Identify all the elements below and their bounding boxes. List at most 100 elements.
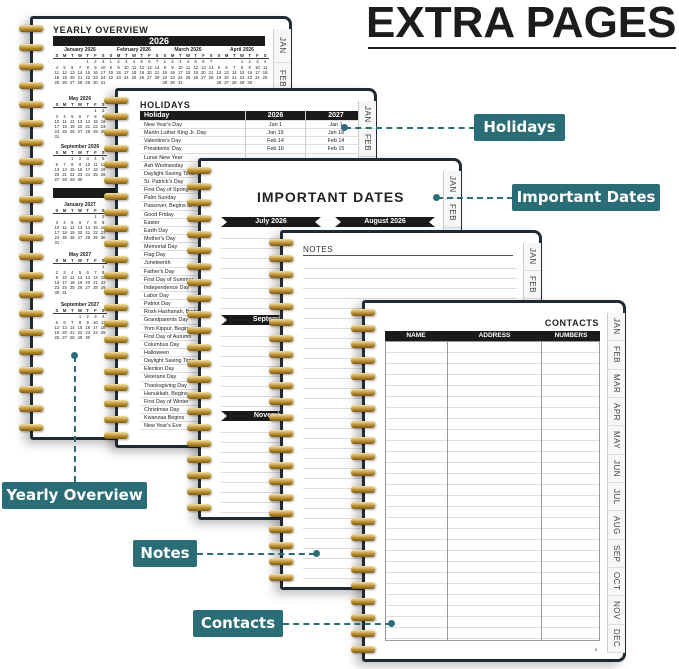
contacts-callout: Contacts [193,610,283,637]
weekday-label: S [101,308,105,314]
spiral-ring [104,304,128,312]
spiral-ring [19,44,43,51]
spiral-ring [19,272,43,279]
month-tab-feb[interactable]: FEB [607,341,625,370]
holiday-row: Martin Luther King Jr. Day Jan 19 Jan 18 [140,129,366,138]
calendar-day: 23 [54,285,60,291]
calendar-day: 23 [247,75,253,81]
weekday-label: F [94,53,97,59]
calendar-day: 22 [162,75,168,81]
spiral-ring [269,525,293,533]
weekday-label: T [86,308,89,314]
calendar-day: 3 [94,314,97,320]
calendar-day: 20 [77,230,83,236]
calendar-month-name: January 2027 [64,202,96,208]
month-tab-jan[interactable]: JAN [523,243,541,272]
month-tab-sep[interactable]: SEP [607,539,625,568]
calendar-day: 18 [131,69,137,75]
calendar-day: 8 [163,64,167,70]
day-grid: 1234567891011121314151617181920212223242… [53,314,107,340]
page-title: EXTRA PAGES [366,0,677,47]
spiral-ring [351,565,375,573]
spiral-ring [19,196,43,203]
calendar-day: 13 [77,224,83,230]
weekday-label: M [116,53,121,59]
contacts-page: CONTACTS NAME ADDRESS NUMBERS 5 JAN FEB MA… [351,300,626,662]
calendar-day: 21 [93,280,98,286]
calendar-day: 20 [224,75,229,81]
calendar-day: 4 [101,314,105,320]
weekday-label: M [62,53,67,59]
spiral-ring [104,144,128,152]
spiral-ring [104,112,128,120]
calendar-day: 7 [209,59,213,65]
yearly-marker [71,352,78,359]
mini-calendar: April 2026 S M T W T F S 1 2 3 4 5 6 7 8 9 10 11 12 13 14 15 16… [215,47,269,85]
spiral-ring [104,224,128,232]
weekday-label: S [101,53,105,59]
month-tab-feb[interactable]: FEB [523,271,541,300]
month-tab-mar[interactable]: MAR [607,369,625,398]
holiday-date-2027: Feb 15 [305,145,366,154]
calendar-day: 17 [54,230,60,236]
month-tab-nov[interactable]: NOV [607,596,625,625]
calendar-day: 4 [94,156,97,162]
spiral-ring [19,424,43,431]
calendar-day: 5 [101,156,105,162]
spiral-ring [269,239,293,246]
holiday-name: Daylight Saving Time [144,170,195,177]
month-tab-oct[interactable]: OCT [607,567,625,597]
spiral-ring [269,573,293,581]
weekday-label: S [109,53,113,59]
holiday-name: Election Day [144,366,175,373]
spiral-ring [104,256,128,264]
calendar-day: 1 [101,264,105,270]
calendar-day: 26 [54,335,60,341]
month-tab-jun[interactable]: JUN [607,454,625,483]
weekday-label: F [94,308,97,314]
month-tab-jan[interactable]: JAN [607,313,625,342]
holiday-date-2026: Jan 19 [245,129,305,138]
spiral-ring [351,373,375,381]
weekday-label: T [71,258,74,264]
weekday-label: F [148,53,151,59]
calendar-day: 6 [202,59,205,65]
month-tab-feb[interactable]: FEB [443,199,461,228]
holiday-name: Columbus Day [144,341,180,348]
calendar-day: 11 [185,64,191,70]
spiral-ring [269,270,293,278]
month-tab-jan[interactable]: JAN [443,171,461,200]
holiday-name-cell: Valentine's Day [140,137,245,145]
holiday-name: Halloween [144,349,170,356]
calendar-day: 14 [85,224,91,230]
calendar-day: 26 [69,129,75,135]
calendar-day: 1 [86,59,89,65]
weekday-label: W [78,150,82,156]
month-tab-feb[interactable]: FEB [358,129,376,158]
month-tab-may[interactable]: MAY [607,426,625,455]
calendar-day: 27 [85,285,91,291]
month-tab-jul[interactable]: JUL [607,482,625,512]
weekday-label: M [224,53,229,59]
spiral-ring [187,279,211,287]
calendar-day: 2 [94,59,97,65]
calendar-day: 6 [78,219,82,225]
month-ribbon: August 2026 [335,217,435,227]
weekday-label: T [86,102,89,108]
month-ribbon: July 2026 [221,217,321,227]
calendar-day: 10 [123,64,129,70]
calendar-day: 7 [63,161,66,167]
spiral-ring [19,253,43,260]
month-tab-aug[interactable]: AUG [607,511,625,540]
calendar-day: 15 [69,166,75,172]
important-dates-heading: IMPORTANT DATES [257,189,405,205]
month-tab-jan[interactable]: JAN [358,101,376,130]
month-tab-dec[interactable]: DEC [607,624,625,653]
spiral-ring [187,167,211,174]
month-tab-jan[interactable]: JAN [273,29,291,63]
spiral-ring [104,320,128,328]
month-tab-apr[interactable]: APR [607,397,625,427]
calendar-day: 11 [62,224,67,230]
important-dates-callout: Important Dates [512,184,660,211]
